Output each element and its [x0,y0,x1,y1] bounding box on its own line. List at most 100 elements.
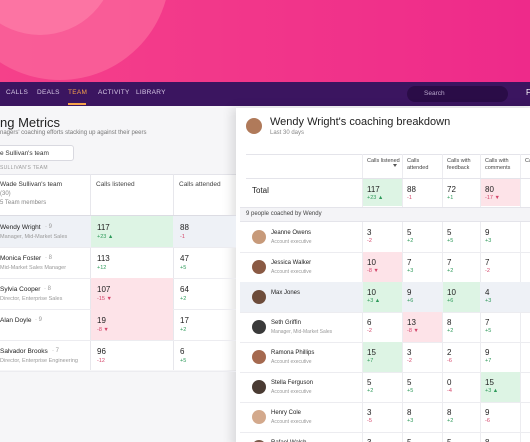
cell-delta: -4 [447,388,452,394]
cell-value: 2 [447,348,452,357]
cell-delta: +23 ▲ [97,234,114,240]
cell-value: 64 [180,285,189,294]
cell-value: 4 [485,288,490,297]
cell-value: 17 [180,316,189,325]
section-label: SULLIVAN'S TEAM [0,165,48,171]
breakdown-title: Wendy Wright's coaching breakdown [270,116,451,128]
cell-value: 8 [447,408,452,417]
cell-delta: -15 ▼ [97,296,112,302]
cell-highlight [363,179,402,206]
row-divider [0,340,236,341]
cell-value: 8 [407,408,412,417]
cell-value: 7 [485,258,490,267]
cell-highlight [91,309,173,340]
avatar [246,118,262,134]
cell-value: 10 [367,258,376,267]
cell-value: 7 [485,318,490,327]
cell-delta: -2 [485,268,490,274]
member-role: Director, Enterprise Engineering [0,358,78,364]
cell-highlight [91,216,173,247]
cell-highlight [443,282,480,312]
cell-delta: +6 [407,298,414,304]
group-band [240,207,530,222]
avatar [252,290,266,304]
cell-delta: -6 [447,358,452,364]
cell-value: 5 [407,228,412,237]
member-name: Sylvia Cooper [0,286,41,293]
avatar [252,410,266,424]
cell-delta: +5 [447,238,454,244]
row-divider [0,371,236,372]
cell-value: 72 [447,185,456,194]
cell-highlight [481,372,520,402]
cell-value: 9 [485,348,490,357]
cell-delta: +7 [367,358,374,364]
team-code: (30) [0,191,11,197]
cell-delta: +5 [180,265,187,271]
member-count: · 9 [35,317,43,323]
team-select[interactable] [0,145,74,161]
cell-delta: -2 [367,238,372,244]
member-name: Salvador Brooks [0,348,48,355]
cell-delta: -17 ▼ [485,195,500,201]
member-count: · 8 [45,255,53,261]
cell-delta: -2 [367,328,372,334]
cell-delta: +2 [447,268,454,274]
search-box[interactable] [407,86,508,102]
cell-value: 5 [447,438,451,442]
cell-value: 3 [367,228,372,237]
header-divider [246,178,530,179]
cell-delta: +5 [485,328,492,334]
member-name: Seth Griffin [271,320,301,326]
cell-delta: +3 [407,418,414,424]
member-role: Director, Enterprise Sales [0,296,63,302]
page-subtitle: nagers' coaching efforts stacking up aga… [0,130,147,136]
cell-value: 47 [180,254,189,263]
cell-delta: -12 [97,358,105,364]
nav-item[interactable]: CALLS [6,89,29,96]
cell-delta: +5 [407,388,414,394]
column-header: Calls attended [407,158,429,171]
cell-value: 19 [97,316,106,325]
cell-delta: +12 [97,265,107,271]
cell-delta: +2 [180,327,187,333]
cell-value: 117 [367,185,380,194]
cell-delta: +5 [180,358,187,364]
cell-highlight [363,282,402,312]
nav-item[interactable]: TEAM [68,89,88,96]
cell-value: 5 [407,438,411,442]
avatar [252,440,266,442]
cell-value: 10 [447,288,456,297]
cell-highlight [363,342,402,372]
cell-value: 9 [485,408,490,417]
cell-delta: +23 ▲ [367,195,384,201]
member-name: Rafael Walsh [271,440,306,442]
cell-highlight [481,179,520,206]
row-divider [240,402,530,403]
team-name: Wade Sullivan's team [0,181,63,188]
column-header: Calls attended [179,181,221,188]
member-role: Manager, Mid-Market Sales [0,234,68,240]
nav-item[interactable]: DEALS [37,89,60,96]
nav-item[interactable]: LIBRARY [136,89,166,96]
column-header: Calls listened [96,181,135,188]
cell-value: 3 [367,408,372,417]
nav-item[interactable]: ACTIVITY [98,89,130,96]
column-header: Ca [525,158,530,164]
avatar [252,380,266,394]
member-name: Jeanne Owens [271,230,312,236]
column-header: Calls with feedback [447,158,471,171]
cell-value: 6 [180,347,185,356]
cell-value: 3 [367,438,371,442]
cell-value: 0 [447,378,452,387]
member-role: Mid-Market Sales Manager [0,265,67,271]
cell-delta: +3 ▲ [367,298,381,304]
page-title: ng Metrics [0,115,60,130]
cell-delta: +7 [485,358,492,364]
cell-delta: +2 [180,296,187,302]
member-role: Account executive [271,359,312,365]
member-name: Monica Foster [0,255,42,262]
cell-value: 5 [407,378,412,387]
member-name: Stella Ferguson [271,380,314,386]
cell-value: 15 [485,378,494,387]
